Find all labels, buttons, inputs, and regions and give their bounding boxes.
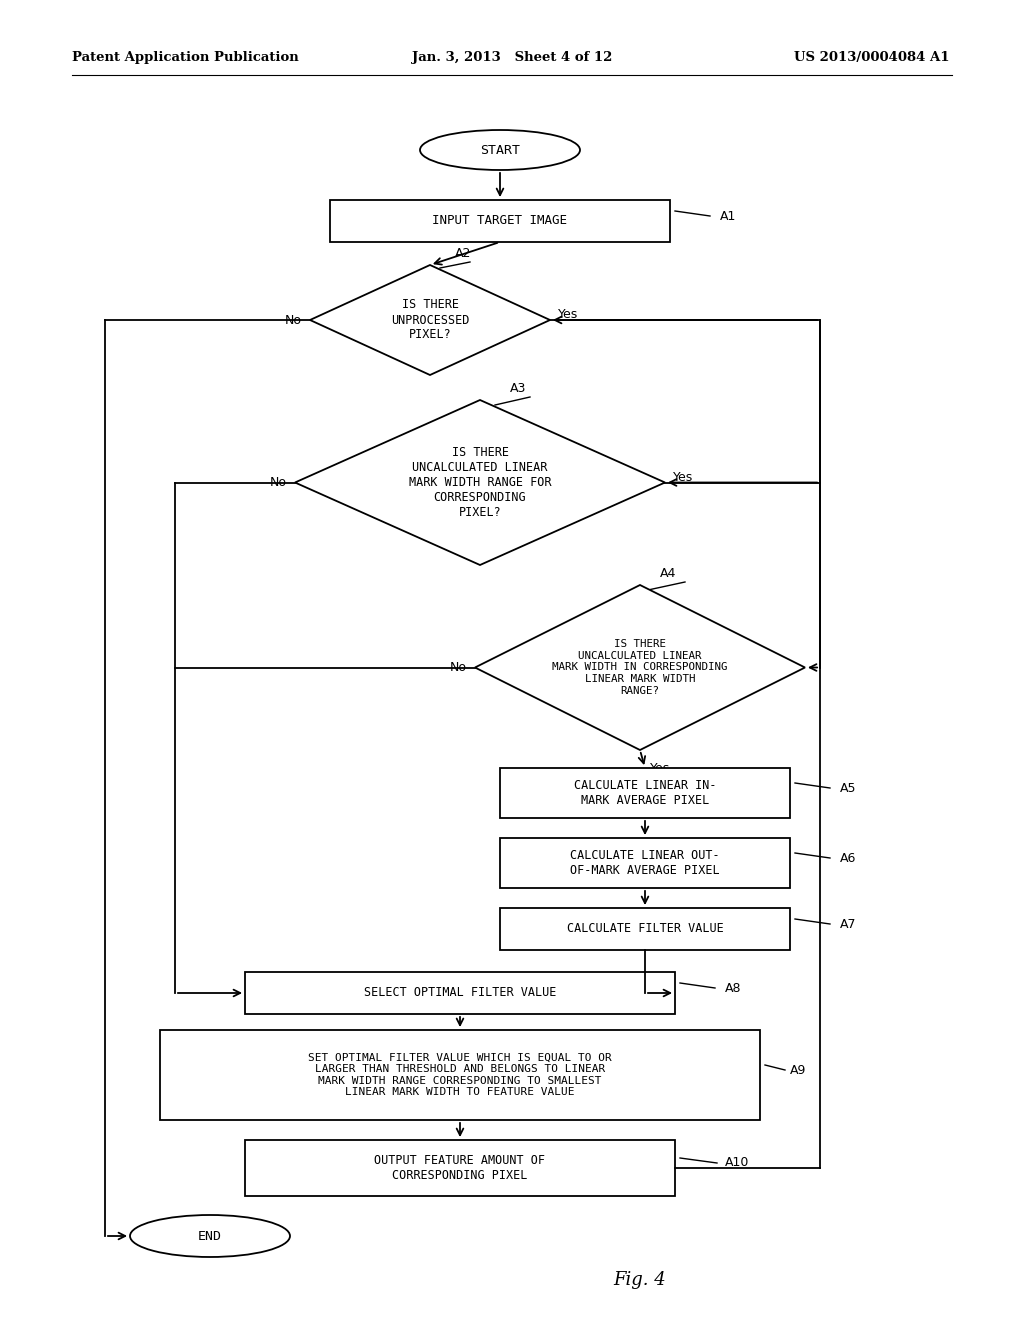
Text: CALCULATE FILTER VALUE: CALCULATE FILTER VALUE bbox=[566, 923, 723, 936]
Text: A5: A5 bbox=[840, 781, 856, 795]
Text: IS THERE
UNPROCESSED
PIXEL?: IS THERE UNPROCESSED PIXEL? bbox=[391, 298, 469, 342]
Text: A7: A7 bbox=[840, 917, 856, 931]
Text: Yes: Yes bbox=[650, 762, 671, 775]
Text: IS THERE
UNCALCULATED LINEAR
MARK WIDTH RANGE FOR
CORRESPONDING
PIXEL?: IS THERE UNCALCULATED LINEAR MARK WIDTH … bbox=[409, 446, 551, 519]
Text: A3: A3 bbox=[510, 381, 526, 395]
Ellipse shape bbox=[420, 129, 580, 170]
Polygon shape bbox=[310, 265, 550, 375]
Text: No: No bbox=[270, 477, 287, 488]
Ellipse shape bbox=[130, 1214, 290, 1257]
Text: SELECT OPTIMAL FILTER VALUE: SELECT OPTIMAL FILTER VALUE bbox=[364, 986, 556, 999]
Text: A1: A1 bbox=[720, 210, 736, 223]
Text: A2: A2 bbox=[455, 247, 471, 260]
Text: CALCULATE LINEAR IN-
MARK AVERAGE PIXEL: CALCULATE LINEAR IN- MARK AVERAGE PIXEL bbox=[573, 779, 716, 807]
Text: IS THERE
UNCALCULATED LINEAR
MARK WIDTH IN CORRESPONDING
LINEAR MARK WIDTH
RANGE: IS THERE UNCALCULATED LINEAR MARK WIDTH … bbox=[552, 639, 728, 696]
Text: CALCULATE LINEAR OUT-
OF-MARK AVERAGE PIXEL: CALCULATE LINEAR OUT- OF-MARK AVERAGE PI… bbox=[570, 849, 720, 876]
Text: Patent Application Publication: Patent Application Publication bbox=[72, 51, 299, 65]
Bar bbox=[500, 768, 790, 818]
Text: A9: A9 bbox=[790, 1064, 806, 1077]
Polygon shape bbox=[295, 400, 665, 565]
Text: A4: A4 bbox=[660, 568, 677, 579]
Text: INPUT TARGET IMAGE: INPUT TARGET IMAGE bbox=[432, 214, 567, 227]
Text: A10: A10 bbox=[725, 1156, 750, 1170]
Polygon shape bbox=[475, 585, 805, 750]
Bar bbox=[500, 908, 790, 950]
Bar bbox=[245, 1140, 675, 1196]
Text: No: No bbox=[285, 314, 302, 326]
Text: Fig. 4: Fig. 4 bbox=[613, 1271, 667, 1290]
Bar bbox=[245, 972, 675, 1014]
Text: Jan. 3, 2013   Sheet 4 of 12: Jan. 3, 2013 Sheet 4 of 12 bbox=[412, 51, 612, 65]
Text: US 2013/0004084 A1: US 2013/0004084 A1 bbox=[795, 51, 950, 65]
Text: SET OPTIMAL FILTER VALUE WHICH IS EQUAL TO OR
LARGER THAN THRESHOLD AND BELONGS : SET OPTIMAL FILTER VALUE WHICH IS EQUAL … bbox=[308, 1052, 612, 1097]
Bar bbox=[500, 838, 790, 888]
Text: START: START bbox=[480, 144, 520, 157]
Bar bbox=[330, 201, 670, 242]
Text: No: No bbox=[450, 661, 467, 675]
Text: Yes: Yes bbox=[673, 471, 693, 484]
Text: Yes: Yes bbox=[558, 309, 579, 322]
Bar bbox=[160, 1030, 760, 1119]
Text: A8: A8 bbox=[725, 982, 741, 994]
Text: A6: A6 bbox=[840, 851, 856, 865]
Text: OUTPUT FEATURE AMOUNT OF
CORRESPONDING PIXEL: OUTPUT FEATURE AMOUNT OF CORRESPONDING P… bbox=[375, 1154, 546, 1181]
Text: END: END bbox=[198, 1229, 222, 1242]
